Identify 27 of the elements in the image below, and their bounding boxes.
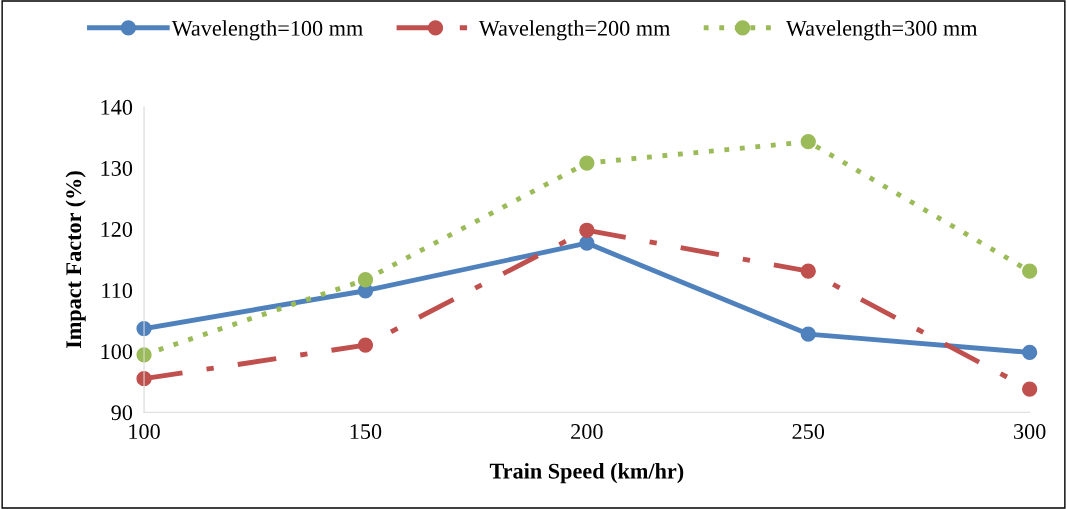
point [1022,344,1038,361]
legend-label: Wavelength=100 mm [171,20,363,41]
y-tick-label: 120 [101,221,133,237]
y-tick-label: 130 [101,160,133,176]
x-tick-label: 100 [129,424,160,440]
legend-label: Wavelength=200 mm [478,20,671,41]
point [800,326,816,342]
y-tick-label: 100 [101,344,133,360]
x-tick-label: 200 [571,424,603,440]
point [1022,381,1038,397]
x-tick-label: 250 [792,424,825,440]
point [800,263,816,279]
x-tick-label: 150 [350,424,382,440]
x-axis-title: Train Speed (km/hr) [489,463,684,484]
point [357,272,374,288]
y-tick-label: 90 [111,405,133,421]
point [357,337,374,353]
point [579,155,595,171]
x-tick-label: 300 [1014,424,1046,440]
legend-label: Wavelength=300 mm [785,20,978,41]
point [579,222,595,238]
y-tick-label: 140 [101,99,133,115]
y-tick-label: 110 [102,283,133,299]
point [579,235,595,251]
point [800,134,816,150]
y-axis-title: Impact Factor (%) [65,171,86,349]
point [1022,263,1038,279]
